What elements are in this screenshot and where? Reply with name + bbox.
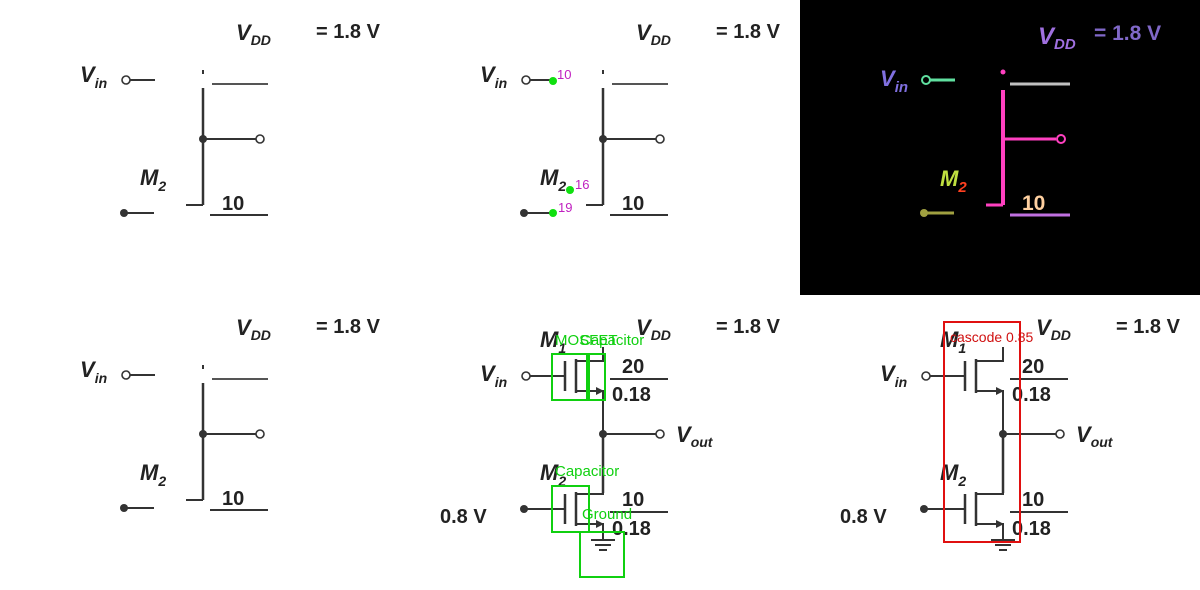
vin-terminal <box>121 370 131 380</box>
detection-label-capacitor: Capacitor <box>580 332 644 349</box>
m1-drain <box>976 359 1004 362</box>
m2-drain <box>976 493 1004 495</box>
output-terminal <box>255 429 265 439</box>
m2-width: 10 <box>622 489 644 511</box>
keypoint-label: 10 <box>557 67 571 82</box>
output-terminal <box>255 134 265 144</box>
seg-m2-width: 10 <box>1022 192 1045 215</box>
detection-box-ground <box>579 531 625 578</box>
m2-label: M2 <box>140 165 166 194</box>
panel-segmentation: VDD = 1.8 V Vin M2 10 <box>800 0 1200 295</box>
output-terminal <box>655 134 665 144</box>
m2-label: M2 <box>540 460 566 489</box>
m1-drain <box>576 359 604 362</box>
vout-label: Vout <box>1076 422 1114 450</box>
m1-label: M1 <box>540 327 566 356</box>
m1-source <box>976 390 1004 434</box>
m1-arrow <box>596 387 604 395</box>
detection-label-ground: Ground <box>582 506 632 523</box>
panel-partial-original: VDD = 1.8 V Vin M2 10 <box>80 20 381 217</box>
vdd-label: VDD <box>636 20 671 48</box>
panel-keypoints: VDD = 1.8 V Vin M2 10 10 16 19 <box>480 20 781 217</box>
panel-partial-repeat: VDD = 1.8 V Vin M2 10 <box>80 315 381 512</box>
detection-label-mosfet: MOSFET <box>555 332 618 349</box>
m1-arrow <box>996 387 1004 395</box>
vdd-value: = 1.8 V <box>316 316 381 338</box>
vout-label: Vout <box>676 422 714 450</box>
vout-terminal <box>655 429 665 439</box>
vin-label: Vin <box>480 361 507 390</box>
m1-width: 20 <box>622 356 644 378</box>
vin-label: Vin <box>480 62 507 91</box>
vdd-value: = 1.8 V <box>716 21 781 43</box>
m2-length: 0.18 <box>612 518 651 540</box>
vin-terminal <box>521 371 531 381</box>
seg-output-terminal <box>1056 134 1066 144</box>
cascode-detection-label: cascode 0.85 <box>950 329 1034 345</box>
seg-drain-stub <box>1000 69 1006 75</box>
vdd-label: VDD <box>636 315 671 343</box>
detection-box-mosfet <box>551 353 590 401</box>
m2-arrow <box>996 520 1004 528</box>
keypoint <box>549 209 557 217</box>
m2-length: 0.18 <box>1012 518 1051 540</box>
seg-vin-label: Vin <box>880 66 908 96</box>
bias-label: 0.8 V <box>440 506 487 528</box>
keypoint-label: 16 <box>575 177 589 192</box>
vin-terminal <box>521 75 531 85</box>
segmentation-background <box>800 0 1200 295</box>
vdd-label: VDD <box>236 20 271 48</box>
m2-drain <box>576 493 604 495</box>
vdd-label: VDD <box>236 315 271 343</box>
vin-label: Vin <box>880 361 907 390</box>
vin-label: Vin <box>80 62 107 91</box>
m2-arrow <box>596 520 604 528</box>
detection-label-capacitor: Capacitor <box>555 463 619 480</box>
vdd-value: = 1.8 V <box>1116 316 1181 338</box>
vdd-value: = 1.8 V <box>716 316 781 338</box>
m1-length: 0.18 <box>1012 384 1051 406</box>
m1-length: 0.18 <box>612 384 651 406</box>
m2-width: 10 <box>222 488 244 510</box>
seg-vdd-label: VDD <box>1038 23 1076 53</box>
vin-terminal <box>121 75 131 85</box>
m2-width: 10 <box>622 193 644 215</box>
m2-label: M2 <box>540 165 566 194</box>
keypoint <box>566 186 574 194</box>
m2-width: 10 <box>1022 489 1044 511</box>
vdd-value: = 1.8 V <box>316 21 381 43</box>
seg-vdd-value: = 1.8 V <box>1094 22 1161 45</box>
bias-label: 0.8 V <box>840 506 887 528</box>
m2-label: M2 <box>140 460 166 489</box>
panel-divider <box>0 283 800 295</box>
m2-width: 10 <box>222 193 244 215</box>
m1-width: 20 <box>1022 356 1044 378</box>
seg-m2-label: M2 <box>940 166 967 196</box>
vdd-label: VDD <box>1036 315 1071 343</box>
panel-detections: VDD = 1.8 V M1 Vin 20 0.18 Vout M2 0.8 V… <box>440 315 781 578</box>
cascode-detection-box <box>943 321 1021 543</box>
vout-terminal <box>1055 429 1065 439</box>
panel-cascode: VDD = 1.8 V M1 Vin 20 0.18 Vout M2 0.8 V… <box>840 315 1181 551</box>
vin-terminal <box>921 371 931 381</box>
vin-label: Vin <box>80 357 107 386</box>
keypoint-label: 19 <box>558 200 572 215</box>
detection-box-capacitor <box>551 485 590 533</box>
detection-box-capacitor <box>586 353 606 401</box>
keypoint <box>549 77 557 85</box>
